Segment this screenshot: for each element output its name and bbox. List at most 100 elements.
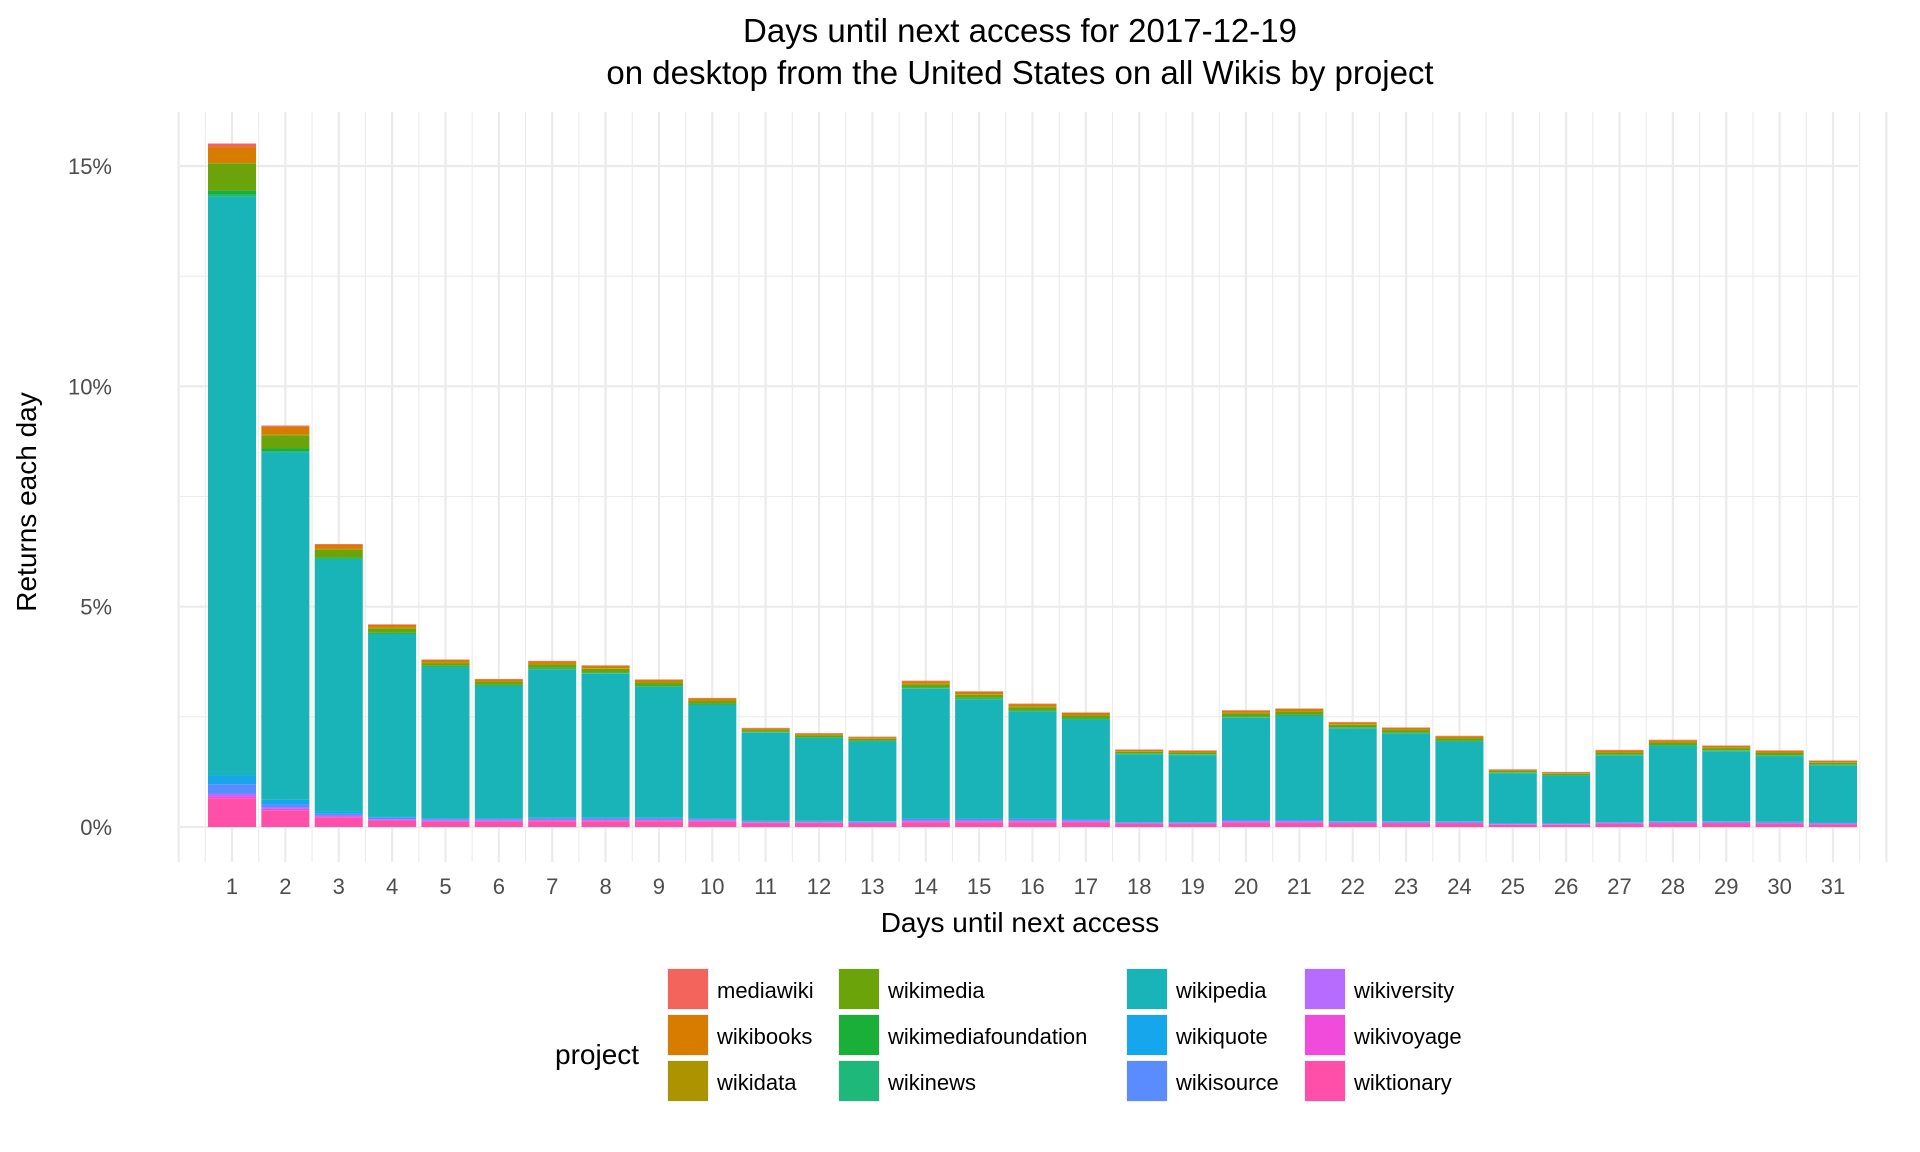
- bar-segment-wikipedia-12: [795, 737, 844, 821]
- legend-label-wikinews: wikinews: [887, 1070, 976, 1095]
- legend-label-wikidata: wikidata: [716, 1070, 797, 1095]
- bar-segment-wikipedia-2: [261, 452, 310, 800]
- x-tick-label: 5: [439, 874, 451, 899]
- bar-segment-wikipedia-19: [1168, 755, 1217, 823]
- legend-label-mediawiki: mediawiki: [717, 978, 814, 1003]
- bar-segment-wikiquote-7: [528, 817, 577, 819]
- bar-segment-wikibooks-24: [1435, 736, 1484, 738]
- bar-segment-wikimedia-16: [1008, 707, 1057, 711]
- bar-segment-wikibooks-28: [1648, 740, 1697, 742]
- bar-segment-wikisource-20: [1221, 820, 1270, 822]
- x-tick-label: 30: [1767, 874, 1791, 899]
- bar-segment-wiktionary-28: [1648, 823, 1697, 827]
- bar-segment-wikivoyage-20: [1221, 822, 1270, 824]
- x-tick-label: 9: [653, 874, 665, 899]
- x-tick-label: 3: [333, 874, 345, 899]
- bar-segment-wikibooks-14: [901, 681, 950, 684]
- bar-segment-wikimedia-31: [1808, 762, 1858, 765]
- bar-segment-wikisource-1: [207, 784, 257, 794]
- x-tick-label: 24: [1447, 874, 1471, 899]
- bar-segment-wiktionary-3: [314, 817, 363, 827]
- legend-swatch-wikisource: [1127, 1061, 1167, 1101]
- bar-segment-wikibooks-29: [1702, 745, 1751, 748]
- bar-segment-wikimedia-1: [207, 163, 257, 191]
- legend-label-wiktionary: wiktionary: [1353, 1070, 1452, 1095]
- bar-segment-wikisource-28: [1648, 821, 1697, 823]
- bar-segment-wikimediafoundation-21: [1275, 714, 1324, 716]
- bar-segment-wikipedia-26: [1542, 775, 1591, 824]
- bars-layer: [207, 143, 1858, 827]
- bar-segment-wikisource-3: [314, 813, 363, 816]
- bar-segment-wikimediafoundation-4: [368, 632, 417, 634]
- bar-segment-wikibooks-1: [207, 147, 257, 163]
- bar-segment-wikisource-15: [955, 819, 1004, 821]
- bar-segment-wikiversity-8: [581, 819, 630, 821]
- bar-segment-wikipedia-10: [688, 704, 737, 819]
- x-tick-label: 27: [1607, 874, 1631, 899]
- bar-segment-wikiversity-1: [207, 793, 257, 797]
- bar-segment-wikipedia-5: [421, 667, 470, 819]
- bar-segment-wikivoyage-1: [207, 796, 257, 799]
- bar-segment-wikivoyage-8: [581, 820, 630, 822]
- bar-segment-wikinews-1: [207, 194, 257, 197]
- bar-segment-wikimedia-27: [1595, 752, 1644, 755]
- bar-segment-wikimedia-23: [1382, 730, 1431, 733]
- bar-segment-wikimedia-8: [581, 668, 630, 673]
- legend-title: project: [555, 1039, 639, 1070]
- legend-swatch-wikipedia: [1127, 969, 1167, 1009]
- legend-label-wikisource: wikisource: [1175, 1070, 1279, 1095]
- bar-segment-wikipedia-27: [1595, 755, 1644, 823]
- bar-segment-wikimedia-17: [1061, 715, 1110, 719]
- bar-segment-wikibooks-9: [634, 679, 683, 683]
- bar-segment-wikimediafoundation-2: [261, 448, 310, 452]
- bar-segment-wiktionary-19: [1168, 823, 1217, 827]
- bar-segment-wikipedia-28: [1648, 745, 1697, 822]
- bar-segment-wikibooks-18: [1115, 749, 1164, 752]
- bar-segment-wikibooks-3: [314, 544, 363, 549]
- bar-segment-wikimediafoundation-10: [688, 703, 737, 705]
- bar-segment-mediawiki-2: [261, 425, 310, 427]
- x-tick-label: 31: [1821, 874, 1845, 899]
- chart-subtitle: on desktop from the United States on all…: [606, 54, 1433, 91]
- bar-segment-wikimedia-22: [1328, 724, 1377, 728]
- bar-segment-wikimedia-7: [528, 664, 577, 668]
- bar-segment-wikibooks-26: [1542, 772, 1591, 774]
- bar-segment-wikibooks-4: [368, 624, 417, 628]
- bar-segment-wikinews-3: [314, 558, 363, 560]
- bar-segment-wiktionary-12: [795, 823, 844, 827]
- bar-segment-wiktionary-17: [1061, 822, 1110, 827]
- bar-segment-wikibooks-16: [1008, 704, 1057, 707]
- bar-segment-wikimedia-2: [261, 435, 310, 449]
- x-tick-label: 15: [967, 874, 991, 899]
- bar-segment-wikibooks-23: [1382, 727, 1431, 730]
- bar-segment-wiktionary-25: [1488, 824, 1537, 827]
- bar-segment-wikipedia-22: [1328, 728, 1377, 822]
- bar-segment-wikiversity-14: [901, 820, 950, 822]
- bar-segment-wikipedia-6: [474, 685, 523, 819]
- y-tick-label: 15%: [68, 154, 112, 179]
- bar-segment-wikimedia-4: [368, 628, 417, 633]
- bar-segment-wikibooks-10: [688, 698, 737, 701]
- bar-segment-wikinews-2: [261, 451, 310, 453]
- bar-segment-wikiquote-1: [207, 775, 257, 785]
- bar-segment-wikipedia-8: [581, 673, 630, 818]
- bar-segment-wikipedia-31: [1808, 765, 1858, 823]
- x-tick-label: 29: [1714, 874, 1738, 899]
- bar-segment-wikimedia-18: [1115, 751, 1164, 754]
- bar-segment-wiktionary-15: [955, 822, 1004, 827]
- legend: project mediawiki wikibooks wikidata wikime…: [555, 968, 1462, 1102]
- bar-segment-wikivoyage-14: [901, 821, 950, 823]
- bar-segment-wikiversity-5: [421, 819, 470, 821]
- bar-segment-wikimediafoundation-6: [474, 684, 523, 686]
- bar-segment-wikipedia-16: [1008, 711, 1057, 819]
- bar-segment-wikibooks-6: [474, 679, 523, 682]
- bar-segment-wiktionary-24: [1435, 823, 1484, 827]
- bar-segment-wikipedia-4: [368, 633, 417, 817]
- bar-segment-wiktionary-6: [474, 821, 523, 827]
- bar-segment-wikimediafoundation-15: [955, 697, 1004, 699]
- bar-segment-wiktionary-23: [1382, 823, 1431, 827]
- bar-segment-wikimediafoundation-16: [1008, 710, 1057, 712]
- bar-segment-wikibooks-27: [1595, 750, 1644, 753]
- bar-segment-wikipedia-21: [1275, 715, 1324, 820]
